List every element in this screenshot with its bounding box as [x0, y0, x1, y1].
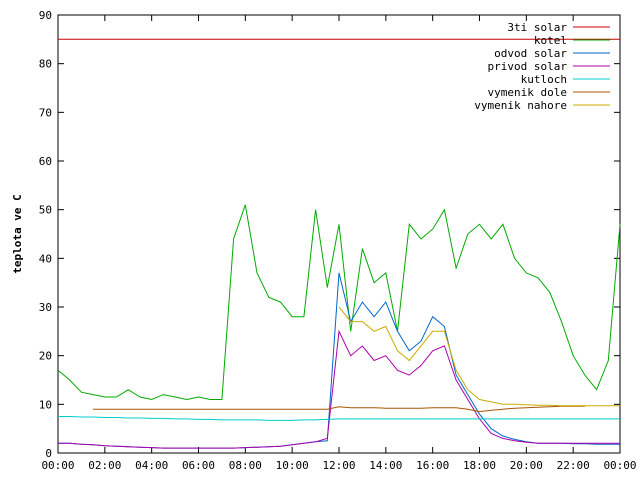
y-tick-label: 60 — [39, 155, 52, 168]
x-tick-label: 20:00 — [510, 459, 543, 472]
y-tick-label: 50 — [39, 204, 52, 217]
series-line — [58, 272, 620, 449]
x-tick-label: 04:00 — [135, 459, 168, 472]
x-tick-label: 08:00 — [229, 459, 262, 472]
y-axis-label: teplota ve C — [11, 194, 24, 273]
x-tick-label: 14:00 — [369, 459, 402, 472]
legend-label: odvod solar — [494, 47, 567, 60]
y-tick-label: 10 — [39, 398, 52, 411]
legend-label: vymenik nahore — [474, 99, 567, 112]
y-tick-label: 20 — [39, 350, 52, 363]
legend-label: kotel — [534, 34, 567, 47]
y-tick-label: 80 — [39, 58, 52, 71]
y-tick-label: 90 — [39, 9, 52, 22]
legend-label: kutloch — [521, 73, 567, 86]
legend-label: 3ti solar — [507, 21, 567, 34]
series-line — [57, 204, 621, 401]
series-line — [58, 329, 620, 449]
x-tick-label: 18:00 — [463, 459, 496, 472]
x-tick-label: 22:00 — [557, 459, 590, 472]
legend-label: privod solar — [488, 60, 568, 73]
x-tick-label: 00:00 — [603, 459, 636, 472]
y-tick-label: 0 — [45, 447, 52, 460]
x-tick-label: 00:00 — [41, 459, 74, 472]
x-tick-label: 12:00 — [322, 459, 355, 472]
y-tick-label: 40 — [39, 252, 52, 265]
series-line — [58, 416, 620, 421]
x-tick-label: 06:00 — [182, 459, 215, 472]
y-tick-label: 30 — [39, 301, 52, 314]
legend-label: vymenik dole — [488, 86, 567, 99]
series-line — [93, 405, 585, 413]
y-tick-label: 70 — [39, 106, 52, 119]
series-line — [338, 306, 620, 407]
x-tick-label: 16:00 — [416, 459, 449, 472]
x-tick-label: 10:00 — [276, 459, 309, 472]
x-tick-label: 02:00 — [88, 459, 121, 472]
